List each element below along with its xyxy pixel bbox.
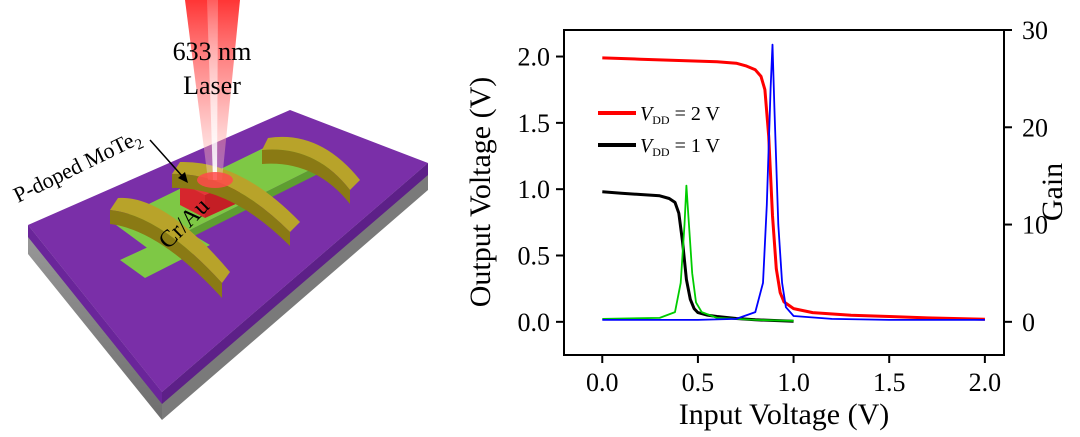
plot-frame: [563, 29, 1005, 356]
x-axis-label: Input Voltage (V): [679, 398, 890, 431]
p-doped-channel-left: [180, 182, 205, 218]
laser-wavelength-label: 633 nm: [173, 37, 252, 66]
y-axis-right-label: Gain: [1036, 163, 1069, 221]
material-arrow-head: [178, 172, 188, 183]
y-axis-left-label: Output Voltage (V): [464, 77, 497, 308]
legend-label-vdd2: VDD = 2 V: [640, 103, 720, 127]
x-tick-label: 0.0: [586, 368, 619, 397]
y-left-tick-label: 1.5: [518, 109, 551, 138]
transfer-characteristic-chart: 0.0 0.5 1.0 1.5 2.0 0.0 0.5 1.0 1.5 2.0 0 10 20 30 VD…: [464, 16, 1069, 431]
electrode-left: [110, 197, 230, 283]
x-tick-label: 2.0: [969, 368, 1002, 397]
oxide-edge-left: [28, 225, 162, 404]
y-right-tick-label: 30: [1022, 16, 1048, 45]
y-left-tick-label: 1.0: [518, 175, 551, 204]
material-arrow-line: [149, 139, 184, 178]
oxide-edge-front: [162, 163, 428, 404]
laser-spot: [197, 172, 233, 188]
series-line-gain-vdd-1-v: [602, 184, 794, 322]
mote2-flake-front: [150, 160, 330, 258]
series-line-vdd-2-v: [602, 56, 985, 321]
electrode-right-front: [262, 149, 350, 204]
legend: VDD = 2 V VDD = 1 V: [598, 103, 720, 159]
x-tick-label: 1.5: [873, 368, 906, 397]
legend-label-vdd1: VDD = 1 V: [640, 135, 720, 159]
series-layer: [602, 43, 985, 323]
x-tick-label: 0.5: [682, 368, 715, 397]
electrode-left-front: [110, 210, 222, 298]
tick-layer: 0.0 0.5 1.0 1.5 2.0 0.0 0.5 1.0 1.5 2.0 0 10 20 30: [518, 16, 1049, 397]
electrode-right: [262, 136, 360, 190]
laser-beam-core: [207, 0, 218, 180]
electrode-middle-front: [172, 173, 290, 246]
y-left-tick-label: 0.0: [518, 308, 551, 337]
device-schematic: 633 nm Laser P-doped MoTe2 Cr/Au: [9, 0, 428, 420]
y-left-tick-label: 2.0: [518, 43, 551, 72]
series-line-gain-vdd-2-v: [602, 43, 985, 321]
electrode-middle: [172, 161, 300, 232]
y-right-tick-label: 0: [1022, 308, 1035, 337]
laser-label: Laser: [183, 71, 241, 100]
y-right-tick-label: 20: [1022, 113, 1048, 142]
y-left-tick-label: 0.5: [518, 242, 551, 271]
y-right-tick-label: 10: [1022, 211, 1048, 240]
x-tick-label: 1.0: [777, 368, 810, 397]
